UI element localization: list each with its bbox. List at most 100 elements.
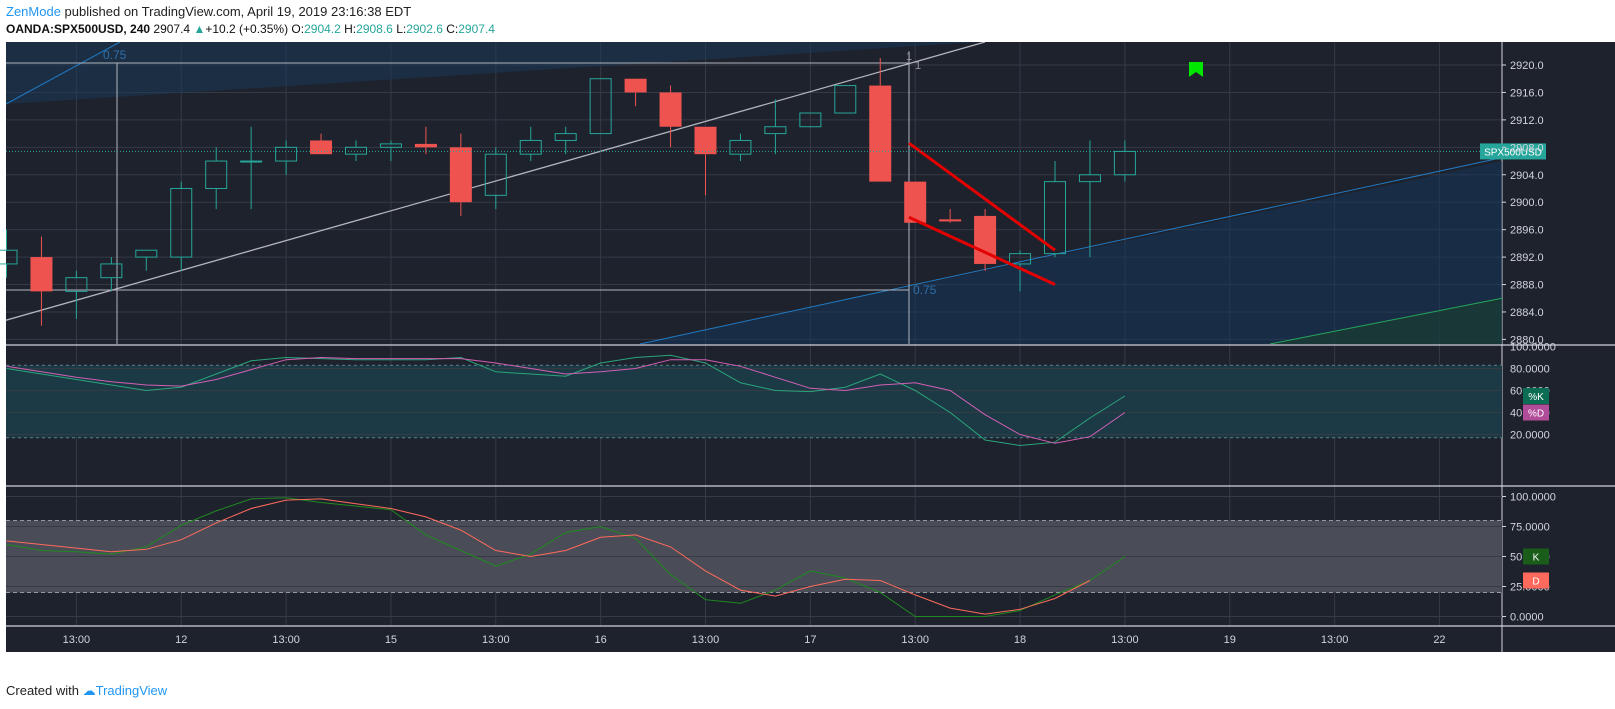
candle-body (729, 139, 752, 155)
tradingview-brand[interactable]: TradingView (95, 683, 168, 698)
chart-canvas[interactable]: 0.75 110.75 SPX500USD 2920.02916.02912.02… (0, 42, 1615, 653)
x-tick-label: 22 (1433, 634, 1445, 646)
candle (0, 229, 18, 278)
price-label-text: SPX500USD (1484, 147, 1542, 158)
close-label: C: (446, 22, 459, 36)
candle (519, 126, 542, 162)
x-tick-label: 13:00 (1321, 634, 1349, 646)
stochastic-pane (6, 496, 1502, 617)
x-tick-label: 12 (175, 634, 187, 646)
candle-body (135, 249, 158, 258)
candle-body (869, 85, 892, 182)
candle-body (554, 133, 577, 141)
candle (1044, 161, 1066, 258)
y-tick-label: 100.0000 (1510, 492, 1556, 504)
y-tick-label: 0.0000 (1510, 612, 1544, 624)
trend-line (6, 42, 986, 321)
candle-body (974, 215, 997, 264)
candle-body (30, 257, 53, 292)
y-tick-label: 2896.0 (1510, 225, 1544, 237)
low-value: 2902.6 (406, 22, 443, 36)
drawing-tools[interactable]: 0.75 11 0.75 (6, 42, 1503, 344)
candle-body (65, 277, 88, 292)
candle (1078, 140, 1101, 258)
x-tick-label: 13:00 (901, 634, 929, 646)
candle (764, 99, 787, 155)
high-value: 2908.6 (356, 22, 393, 36)
x-tick-label: 13:00 (272, 634, 300, 646)
candle (135, 249, 158, 271)
d-series-tag-text: %D (1528, 409, 1544, 420)
candle-body (1078, 174, 1101, 183)
candle-body (379, 143, 402, 148)
candle-body (659, 92, 682, 127)
candle-body (799, 112, 822, 128)
y-tick-label: 2908.0 (1510, 142, 1544, 154)
d2-series-tag-box (1523, 572, 1549, 589)
publish-line: ZenMode published on TradingView.com, Ap… (6, 4, 411, 19)
x-tick-label: 19 (1224, 634, 1236, 646)
candle (170, 181, 193, 271)
x-tick-label: 16 (595, 634, 607, 646)
x-tick-label: 17 (804, 634, 816, 646)
candle-body (1009, 253, 1032, 265)
candle-body (484, 153, 507, 196)
candle-body (345, 146, 367, 155)
change-value: +10.2 (+0.35%) (205, 22, 289, 36)
candle (659, 85, 682, 148)
footer: Created with ☁TradingView (6, 683, 167, 699)
candle-body (904, 181, 927, 223)
fib-zone-lower (640, 161, 1502, 344)
price-lines: SPX500USD (6, 143, 1546, 160)
y-tick-label: 2920.0 (1510, 60, 1544, 72)
fib-label: 0.75 (103, 48, 127, 62)
tradingview-logo-icon[interactable]: ☁ (82, 683, 96, 698)
y-tick-label: 75.0000 (1510, 522, 1550, 534)
ohlc-legend: OANDA:SPX500USD, 240 2907.4 ▲+10.2 (+0.3… (6, 22, 495, 36)
candle (729, 133, 752, 162)
x-tick-label: 13:00 (63, 634, 91, 646)
candle-body (100, 263, 123, 279)
stochastic-rsi-pane (6, 354, 1502, 447)
candle-body (764, 126, 787, 135)
candle (345, 140, 367, 162)
candle (869, 58, 892, 182)
candle-body (834, 85, 857, 114)
y-tick-label: 20.0000 (1510, 430, 1550, 442)
candle (904, 181, 927, 223)
k2-series-tag-box (1523, 548, 1549, 565)
fib-label: 0.75 (913, 283, 937, 297)
candle-body (170, 187, 193, 258)
fib-line-green (1269, 297, 1503, 344)
candlestick-series (0, 58, 1203, 326)
osc-line-d (6, 498, 1091, 615)
symbol-label[interactable]: OANDA:SPX500USD, 240 (6, 22, 151, 36)
y-tick-label: 2884.0 (1510, 307, 1544, 319)
k-series-tag-text: %K (1528, 392, 1544, 403)
candle-body (275, 146, 298, 162)
candle (449, 133, 472, 216)
osc-line-k (6, 354, 1126, 447)
candle-body (449, 147, 472, 203)
candle (694, 126, 717, 196)
candle-body (519, 139, 542, 155)
candle-body (1113, 150, 1136, 176)
candle-body (205, 160, 228, 189)
candle (834, 85, 857, 114)
candle-body (624, 78, 647, 93)
osc-line-k (6, 497, 1126, 617)
published-text: published on TradingView.com, April 19, … (64, 4, 412, 19)
osc-line-d (6, 356, 1126, 444)
y-tick-label: 2904.0 (1510, 170, 1544, 182)
fib-zone-upper (6, 42, 980, 104)
candle (624, 78, 647, 107)
price-axes: 2920.0 2916.0 2912.0 2908.0 2904.0 2900.0 2896… (1502, 60, 1556, 624)
bookmark-icon (1189, 62, 1203, 77)
fib-line-upper (6, 42, 121, 105)
candle (65, 270, 88, 319)
author-link[interactable]: ZenMode (6, 4, 61, 19)
open-value: 2904.2 (304, 22, 341, 36)
y-tick-label: 2900.0 (1510, 197, 1544, 209)
last-price: 2907.4 (153, 22, 191, 36)
x-tick-label: 18 (1014, 634, 1026, 646)
